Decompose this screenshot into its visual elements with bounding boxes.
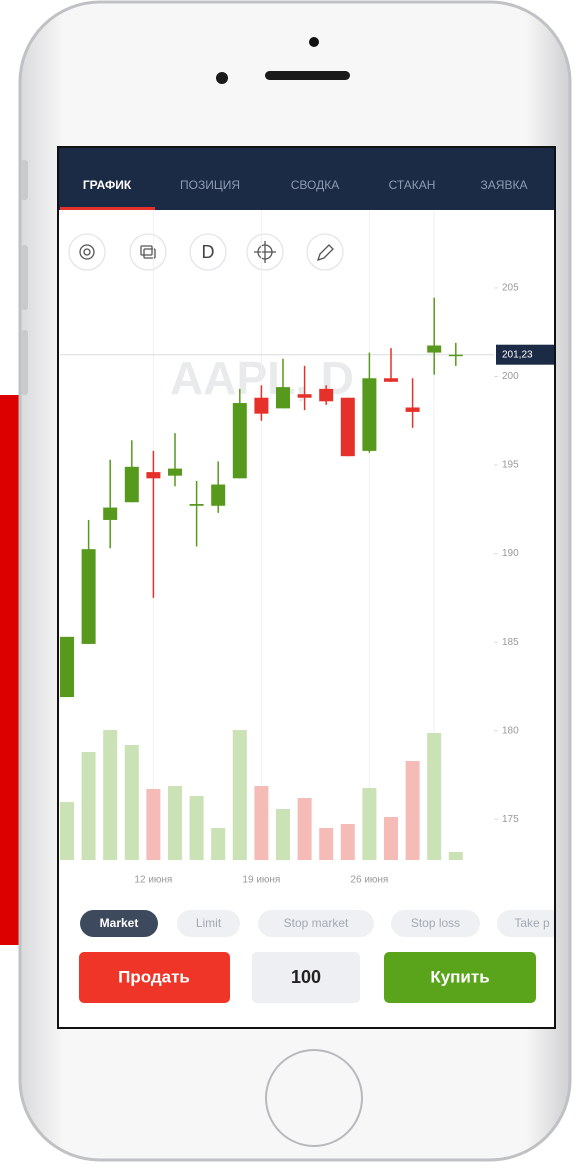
order-type-label: Limit bbox=[196, 916, 222, 930]
last-price-label: 201,23 bbox=[502, 349, 533, 360]
volume-bar bbox=[449, 852, 463, 860]
tab[interactable]: ГРАФИК bbox=[83, 178, 132, 192]
candle-body bbox=[427, 345, 441, 352]
side-button bbox=[21, 245, 28, 310]
order-type-label: Take p bbox=[514, 916, 550, 930]
volume-bar bbox=[211, 828, 225, 860]
y-tick-label: 190 bbox=[502, 548, 519, 559]
volume-bar bbox=[103, 730, 117, 860]
period-label: D bbox=[202, 242, 215, 262]
volume-bar bbox=[125, 745, 139, 860]
x-tick-label: 19 июня bbox=[242, 875, 280, 886]
candle-body bbox=[406, 407, 420, 411]
candle-body bbox=[319, 389, 333, 401]
candle-body bbox=[190, 504, 204, 506]
volume-bar bbox=[60, 802, 74, 860]
candle-body bbox=[362, 378, 376, 451]
volume-bar bbox=[319, 828, 333, 860]
sensor bbox=[309, 37, 319, 47]
candle-body bbox=[298, 394, 312, 398]
x-tick-label: 12 июня bbox=[134, 875, 172, 886]
y-tick-label: 175 bbox=[502, 814, 519, 825]
candle-body bbox=[276, 387, 290, 408]
candle-body bbox=[233, 403, 247, 478]
settings-button[interactable] bbox=[69, 234, 105, 270]
volume-bar bbox=[362, 788, 376, 860]
volume-bar bbox=[427, 733, 441, 860]
buy-label: Купить bbox=[430, 967, 489, 986]
phone-mockup: ГРАФИКПОЗИЦИЯСВОДКАСТАКАНЗАЯВКА D AAPL, … bbox=[0, 0, 585, 1164]
volume-bar bbox=[276, 809, 290, 860]
active-tab-underline bbox=[60, 207, 155, 210]
tab[interactable]: СВОДКА bbox=[291, 178, 339, 192]
candle-body bbox=[103, 508, 117, 520]
tab[interactable]: СТАКАН bbox=[389, 178, 436, 192]
y-tick-label: 185 bbox=[502, 637, 519, 648]
candle-body bbox=[146, 472, 160, 478]
volume-bar bbox=[233, 730, 247, 860]
tab[interactable]: ЗАЯВКА bbox=[481, 178, 528, 192]
volume-bar bbox=[384, 817, 398, 860]
quantity-value: 100 bbox=[291, 967, 321, 987]
volume-bar bbox=[254, 786, 268, 860]
volume-bar bbox=[146, 789, 160, 860]
order-type-label: Market bbox=[100, 916, 139, 930]
y-tick-label: 205 bbox=[502, 283, 519, 294]
tab[interactable]: ПОЗИЦИЯ bbox=[180, 178, 240, 192]
x-tick-label: 26 июня bbox=[350, 875, 388, 886]
volume-bar bbox=[406, 761, 420, 860]
volume-bar bbox=[341, 824, 355, 860]
speaker bbox=[265, 71, 350, 80]
y-tick-label: 195 bbox=[502, 460, 519, 471]
draw-button[interactable] bbox=[307, 234, 343, 270]
candle-body bbox=[82, 549, 96, 644]
y-tick-label: 180 bbox=[502, 725, 519, 736]
order-type-label: Stop loss bbox=[411, 916, 460, 930]
volume-bar bbox=[168, 786, 182, 860]
candle-body bbox=[168, 469, 182, 476]
candle-body bbox=[449, 355, 463, 357]
volume-bar bbox=[190, 796, 204, 860]
candle-body bbox=[341, 398, 355, 456]
y-tick-label: 200 bbox=[502, 371, 519, 382]
camera bbox=[216, 72, 228, 84]
volume-bar bbox=[298, 798, 312, 860]
sell-label: Продать bbox=[118, 967, 190, 986]
page: ГРАФИКПОЗИЦИЯСВОДКАСТАКАНЗАЯВКА D AAPL, … bbox=[0, 0, 585, 1164]
side-button bbox=[21, 160, 28, 200]
order-type-label: Stop market bbox=[284, 916, 349, 930]
candle-body bbox=[125, 467, 139, 502]
side-button bbox=[21, 330, 28, 395]
candle-body bbox=[384, 378, 398, 382]
candle-body bbox=[60, 637, 74, 697]
layers-button[interactable] bbox=[130, 234, 166, 270]
volume-bar bbox=[82, 752, 96, 860]
candle-body bbox=[211, 485, 225, 506]
candle-body bbox=[254, 398, 268, 414]
